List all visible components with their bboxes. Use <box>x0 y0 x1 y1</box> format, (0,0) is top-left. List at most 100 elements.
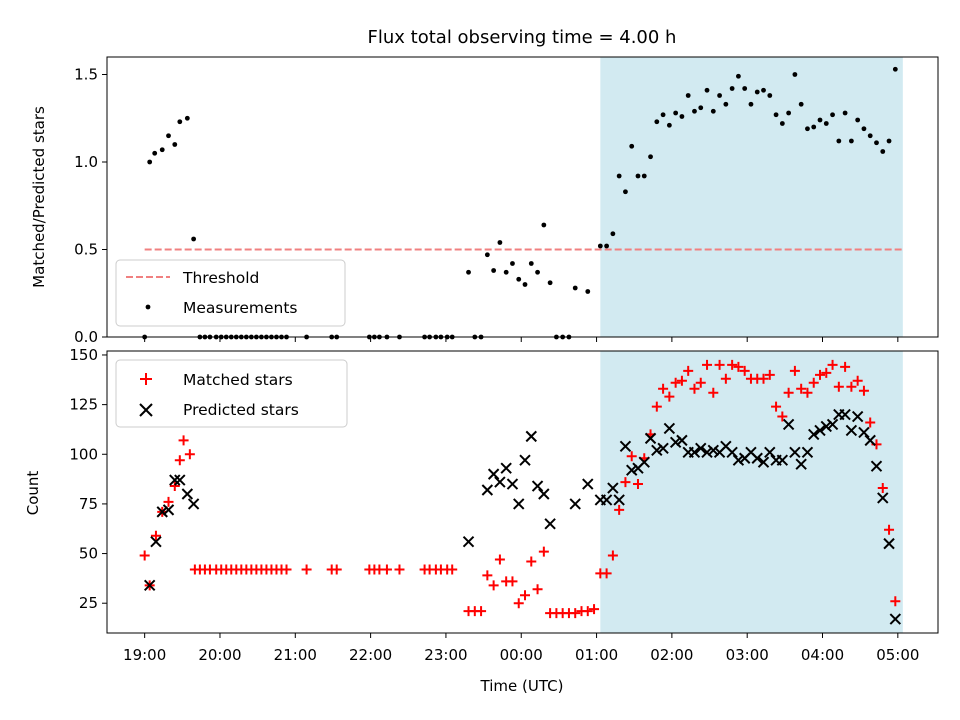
predicted-star-marker <box>538 488 550 500</box>
bottom-legend: Matched stars Predicted stars <box>115 359 348 428</box>
predicted-star-marker <box>826 418 839 431</box>
measurement-point <box>371 334 377 340</box>
matched-legend-swatch <box>140 373 152 385</box>
predicted-star-marker <box>757 456 770 468</box>
matched-star-marker <box>714 359 725 370</box>
predicted-star-marker <box>487 468 500 480</box>
matched-star-marker <box>150 530 161 541</box>
matched-star-marker <box>708 387 719 398</box>
top-y-axis-label: Matched/Predicted stars <box>30 106 48 288</box>
measurement-point <box>604 243 610 249</box>
measurement-point <box>541 222 547 228</box>
matched-star-marker <box>846 381 857 392</box>
measurement-point <box>159 147 165 153</box>
measurement-point <box>202 334 208 340</box>
matched-star-marker <box>858 385 869 396</box>
matched-star-marker <box>626 451 637 462</box>
predicted-star-marker <box>657 442 669 455</box>
predicted-star-marker <box>174 474 186 486</box>
predicted-star-marker <box>701 446 713 458</box>
measurement-point <box>207 334 213 340</box>
measurement-point <box>666 122 672 128</box>
top-y-tick-label: 1.0 <box>74 153 98 171</box>
measurement-point <box>535 269 540 275</box>
bottom-legend-box <box>115 359 348 428</box>
matched-star-marker <box>796 383 807 394</box>
measurement-point <box>692 108 697 114</box>
measurement-point <box>478 334 484 340</box>
measurement-point <box>597 243 603 249</box>
predicted-star-marker <box>814 424 826 437</box>
matched-star-marker <box>607 550 618 561</box>
measurement-point <box>842 110 848 116</box>
predicted-star-marker <box>544 518 556 530</box>
bottom-frame <box>106 350 939 634</box>
matched-star-marker <box>827 359 838 370</box>
predicted-star-marker <box>663 422 676 435</box>
measurement-point <box>767 93 773 98</box>
predicted-star-marker <box>764 446 776 458</box>
matched-star-marker <box>789 365 800 376</box>
bottom-y-tick-label: 125 <box>69 396 98 414</box>
matched-star-marker <box>852 375 863 386</box>
measurement-point <box>334 334 340 340</box>
top-shaded-span <box>600 57 903 337</box>
chart-title: Flux total observing time = 4.00 h <box>368 27 677 48</box>
predicted-star-marker <box>582 478 594 490</box>
measurement-point <box>836 138 842 144</box>
matched-star-marker <box>520 590 531 601</box>
predicted-star-marker <box>851 410 864 423</box>
measurement-point <box>438 334 444 340</box>
matched-star-marker <box>381 564 392 575</box>
measurement-point <box>147 159 153 165</box>
top-panel: 0.0 0.5 1.0 1.5 <box>74 56 939 346</box>
measurement-point <box>166 133 171 139</box>
measurement-point <box>629 143 635 149</box>
measurement-point <box>610 231 616 237</box>
measurement-point <box>376 334 382 340</box>
predicted-star-marker <box>864 434 876 447</box>
predicted-star-marker <box>569 498 581 510</box>
measurement-point <box>779 121 785 126</box>
measurement-point <box>397 334 402 340</box>
measurement-point <box>886 138 892 144</box>
measurement-point <box>259 334 264 340</box>
matched-star-marker <box>570 608 581 619</box>
measurement-point <box>553 334 559 340</box>
measurement-point <box>761 87 766 93</box>
measurement-point <box>466 269 471 275</box>
measurement-point <box>444 334 450 340</box>
x-axis-label: Time (UTC) <box>480 677 564 695</box>
top-frame <box>106 56 939 338</box>
measurement-point <box>892 66 898 72</box>
matched-star-marker <box>702 359 713 370</box>
measurement-point <box>223 334 229 340</box>
predicted-star-marker <box>870 460 883 472</box>
measurement-point <box>248 334 254 340</box>
measurement-point <box>773 112 779 118</box>
matched-star-marker <box>651 401 662 412</box>
matched-star-marker <box>739 365 750 376</box>
measurement-point <box>867 133 873 139</box>
measurement-point <box>449 334 455 340</box>
measurement-point <box>497 240 503 245</box>
matched-star-marker <box>394 564 405 575</box>
bottom-y-tick-label: 100 <box>69 445 98 463</box>
measurement-point <box>228 334 234 340</box>
measurement-point <box>279 334 284 340</box>
measurement-point <box>427 334 433 340</box>
matched-star-marker <box>163 496 174 507</box>
measurement-point <box>213 334 219 340</box>
top-y-tick-label: 1.5 <box>74 66 98 84</box>
measurement-point <box>484 252 490 258</box>
measurement-point <box>685 93 691 98</box>
predicted-star-marker <box>525 430 537 443</box>
matched-star-marker <box>526 556 537 567</box>
measurement-point <box>654 119 660 125</box>
matched-star-marker <box>884 524 895 535</box>
measurement-point <box>698 105 704 111</box>
measurement-point <box>422 334 427 340</box>
matched-star-marker <box>513 598 524 609</box>
matched-star-marker <box>783 387 794 398</box>
predicted-star-marker <box>877 492 889 504</box>
